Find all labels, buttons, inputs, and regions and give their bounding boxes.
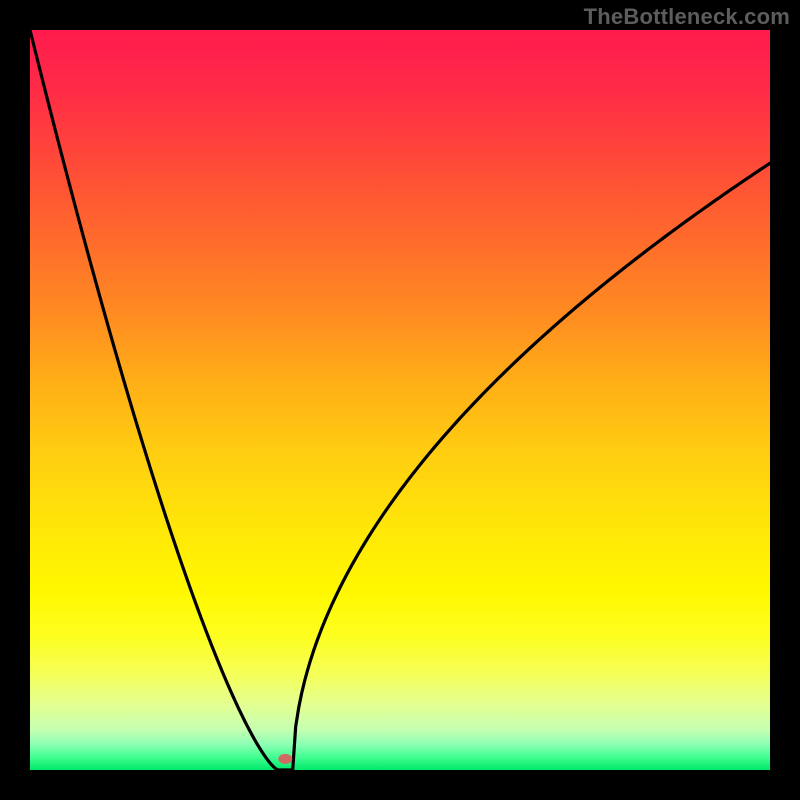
chart-frame: TheBottleneck.com [0,0,800,800]
plot-background [30,30,770,770]
watermark-text: TheBottleneck.com [584,4,790,30]
minimum-marker [278,754,292,764]
bottleneck-chart [0,0,800,800]
